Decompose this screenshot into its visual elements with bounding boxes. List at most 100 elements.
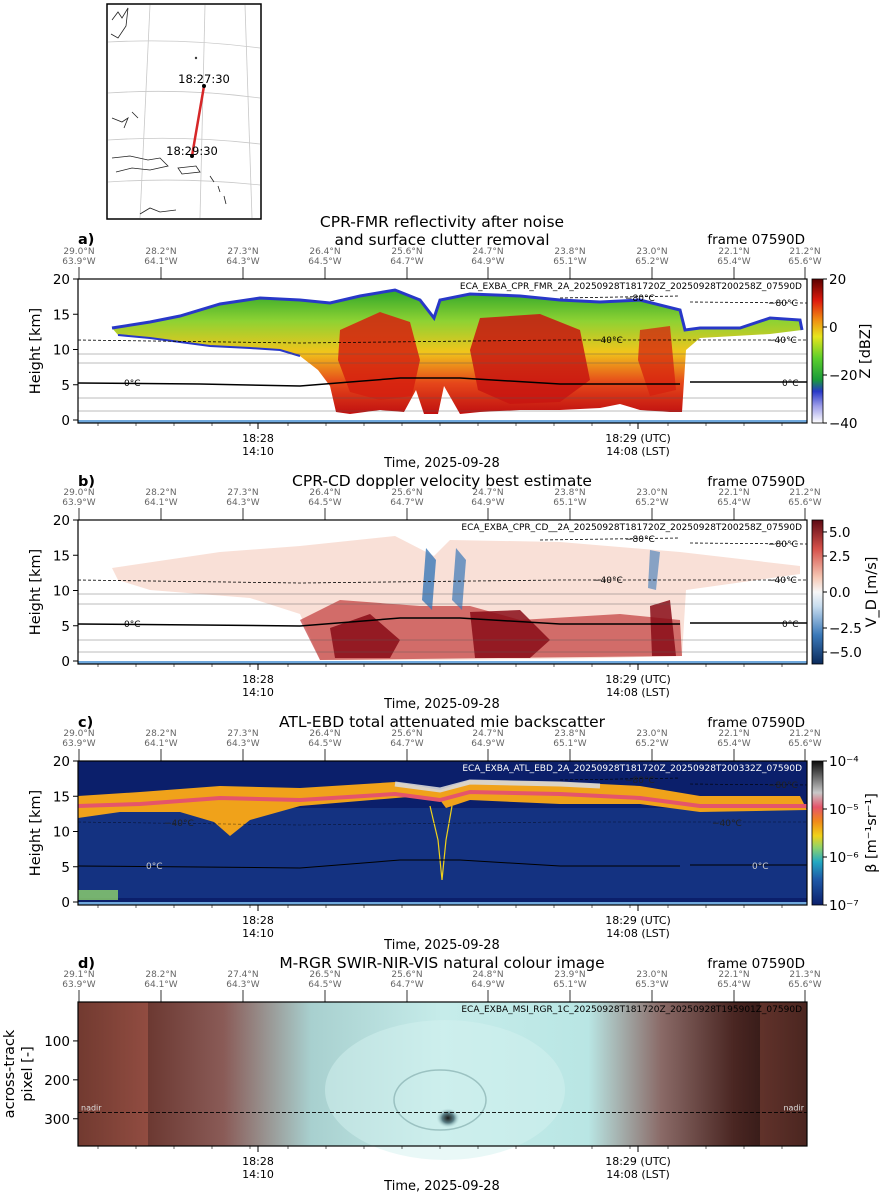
panel-b-isotherms [77,537,808,653]
panel-b-label-0c: 0°C [124,620,141,630]
panel-c-ytick-label-2: 10 [53,825,70,841]
panel-a-ytick-label-0: 0 [61,413,70,429]
panel-c-surface [78,902,807,905]
panel-d-geo-lat-4: 25.6°N [391,970,422,980]
panel-c-geo-lon-7: 65.2°W [635,739,669,749]
panel-b-xtick-lst-0: 14:10 [242,686,274,699]
panel-a-ytick-label-4: 20 [53,272,70,288]
panel-b-label-minus40: −40°C [593,576,623,586]
panel-b-cbar-tick-label-3: −2.5 [829,621,862,637]
panel-d-ylabel-line1: across-track [2,1029,18,1118]
panel-b-isotherm-minus40 [77,579,807,584]
panel-c-ytick-label-4: 20 [53,754,70,770]
panel-a-geo-lon-0: 63.9°W [62,257,96,267]
panel-c-xtick-utc-0: 18:28 [242,914,274,927]
panel-d-frame: frame 07590D [707,956,805,972]
panel-b-label-minus80-right: −80°C [768,540,798,550]
panel-c-geo-lat-1: 28.2°N [145,729,176,739]
panel-b-geo-lon-1: 64.1°W [144,498,178,508]
panel-b-geo-lat-5: 24.7°N [472,488,503,498]
backscatter-eye-wall [429,805,453,881]
panel-c-letter: c) [78,715,93,731]
panel-a-letter: a) [78,232,94,248]
panel-a-ytick-label-1: 5 [61,378,70,394]
panel-a-geo-lat-9: 21.2°N [789,247,820,257]
rgb-western-cloud-streets [78,1002,148,1146]
panel-b-frame: frame 07590D [707,474,805,490]
panel-c-label-minus40-right: −40°C [712,819,742,829]
panel-d-geo-ticks: 29.1°N63.9°W 28.2°N64.1°W 27.4°N64.3°W 26.5… [62,970,822,1002]
panel-d-geo-lat-3: 26.5°N [309,970,340,980]
panel-c-cbar-tick-label-0: 10⁻⁴ [829,754,859,770]
reflectivity-core-right [470,314,590,404]
panel-b-geo-lon-2: 64.3°W [226,498,260,508]
rgb-hurricane-eye [436,1108,460,1128]
panel-b-label-minus40-right: −40°C [767,576,797,586]
panel-c-frame: frame 07590D [707,715,805,731]
panel-d-geo-lat-1: 28.2°N [145,970,176,980]
panel-a-geo-lon-7: 65.2°W [635,257,669,267]
panel-c-colorbar-ticks: 10⁻⁴ 10⁻⁵ 10⁻⁶ 10⁻⁷ [823,754,859,914]
map-frame [106,3,262,220]
panel-b-geo-lat-8: 22.1°N [718,488,749,498]
panel-b-isotherm-0c [77,617,807,627]
backscatter-cloud-core [77,789,807,808]
panel-a-geo-lon-2: 64.3°W [226,257,260,267]
panel-b-xtick-lst-1: 14:08 (LST) [606,686,670,699]
panel-c-label-minus40: −40°C [164,819,194,829]
panel-d-nadir-label: nadir [81,1104,102,1113]
panel-b-xtick-utc-1: 18:29 (UTC) [605,673,671,686]
panel-a-xtick-utc-0: 18:28 [242,432,274,445]
panel-b-colorbar [811,519,824,665]
panel-c-cbar-tick-label-1: 10⁻⁵ [829,802,859,818]
panel-c-colorbar [811,760,824,906]
panel-a-isotherm-minus40 [77,339,807,344]
panel-a-geo-lat-1: 28.2°N [145,247,176,257]
panel-a-geo-lat-3: 26.4°N [309,247,340,257]
panel-d-geo-lat-2: 27.4°N [227,970,258,980]
panel-c-xtick-utc-1: 18:29 (UTC) [605,914,671,927]
panel-c-isotherm-minus80 [559,777,808,786]
panel-a-geo-lon-8: 65.4°W [717,257,751,267]
map-time-start: 18:27:30 [178,72,230,86]
panel-d-geo-lon-4: 64.7°W [390,980,424,990]
panel-c-geo-lat-0: 29.0°N [63,729,94,739]
panel-a: a) CPR-FMR reflectivity after noise and … [28,213,874,471]
panel-a-title-line2: and surface clutter removal [334,231,549,249]
panel-b-letter: b) [78,474,95,490]
rgb-hurricane-canopy [325,1020,565,1160]
panel-b-isotherm-minor [78,593,807,653]
panel-b-geo-lon-4: 64.7°W [390,498,424,508]
panel-d-title: M-RGR SWIR-NIR-VIS natural colour image [279,954,604,972]
overview-map: 18:27:30 18:29:30 [106,3,262,220]
panel-c-xtick-lst-0: 14:10 [242,927,274,940]
panel-a-cbar-tick-label-2: −20 [829,368,858,384]
map-track-start-point [202,84,206,88]
panel-d-product-id: ECA_EXBA_MSI_RGR_1C_20250928T181720Z_202… [461,1005,802,1015]
panel-d-geo-lat-6: 23.9°N [554,970,585,980]
panel-b-title: CPR-CD doppler velocity best estimate [292,472,592,490]
panel-a-label-0c: 0°C [124,379,141,389]
map-ground-track [190,85,206,157]
panel-c-colorbar-label: β [m⁻¹sr⁻¹] [864,793,880,873]
panel-a-geo-lon-4: 64.7°W [390,257,424,267]
panel-a-ytick-label-3: 15 [53,307,70,323]
panel-c-geo-lat-7: 23.0°N [636,729,667,739]
panel-a-geo-lon-1: 64.1°W [144,257,178,267]
panel-c-geo-lat-8: 22.1°N [718,729,749,739]
panel-c-axes-frame [77,760,808,906]
panel-b-cbar-tick-label-2: 0.0 [829,585,850,601]
panel-d-xtick-utc-1: 18:29 (UTC) [605,1155,671,1168]
panel-b-geo-lon-9: 65.6°W [788,498,822,508]
panel-a-xtick-utc-1: 18:29 (UTC) [605,432,671,445]
panel-d-geo-lat-7: 23.0°N [636,970,667,980]
panel-a-cbar-tick-label-0: 20 [829,272,846,288]
panel-a-ylabel: Height [km] [28,308,44,394]
panel-c-geo-lat-5: 24.7°N [472,729,503,739]
panel-d-rgb-features [78,1002,807,1160]
panel-b-product-id: ECA_EXBA_CPR_CD__2A_20250928T181720Z_202… [461,523,802,533]
panel-c-geo-lat-3: 26.4°N [309,729,340,739]
panel-a-geo-lat-4: 25.6°N [391,247,422,257]
